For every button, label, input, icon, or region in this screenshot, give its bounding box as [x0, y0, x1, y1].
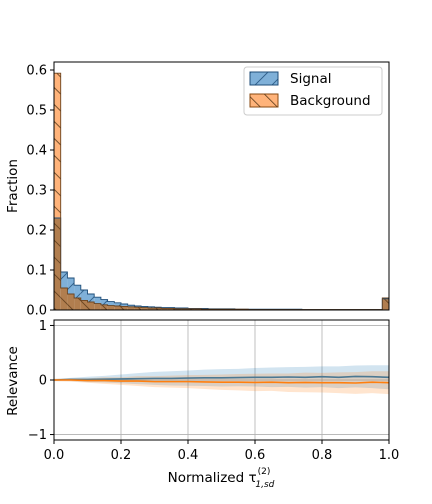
x-axis-label-main: Normalized τ	[168, 470, 257, 486]
signal-histogram-outline	[53, 217, 390, 311]
histogram-panel: 0.0 0.1 0.2 0.3 0.4 0.5 0.6 Fraction Signal Ba…	[5, 61, 390, 319]
relevance-panel: −1 0 1 0.0 0.2 0.4 0.6 0.8 1.0 Relevance Normal…	[5, 319, 399, 490]
bar-hatch	[141, 306, 148, 308]
bar-hatch	[147, 306, 155, 308]
y-tick-label: 0.1	[26, 264, 47, 279]
background-relevance-line	[54, 379, 390, 384]
legend-label-signal: Signal	[290, 71, 331, 87]
histogram-plot-area	[53, 72, 390, 311]
bar-overlap-hatch	[174, 308, 182, 310]
legend: Signal Background	[243, 66, 383, 116]
bar-hatch	[94, 297, 101, 304]
bar-overlap-hatch	[134, 307, 142, 310]
bar-overlap-hatch	[382, 298, 389, 310]
bar-hatch	[100, 299, 108, 305]
bar-overlap-hatch	[194, 308, 202, 310]
histogram-y-axis-label: Fraction	[5, 159, 21, 213]
legend-item-background: Background	[249, 93, 371, 109]
y-tick-label: 0.0	[26, 304, 47, 319]
y-tick-label: 0.3	[26, 184, 47, 199]
legend-swatch-signal-hatch	[250, 72, 278, 85]
bar-hatch	[80, 290, 88, 301]
bar-overlap-hatch	[147, 308, 155, 310]
x-tick-label: 0.4	[178, 448, 199, 463]
x-tick-label: 0.0	[44, 448, 65, 463]
legend-swatch-background-hatch	[250, 94, 278, 107]
bar-overlap-hatch	[80, 300, 88, 310]
bar-overlap-hatch	[114, 306, 121, 310]
y-tick-label: 0.5	[26, 104, 47, 119]
bar-hatch	[54, 73, 61, 218]
y-tick-label: −1	[28, 428, 47, 443]
x-axis-label-sup: (2)	[258, 467, 271, 477]
bar-hatch	[60, 272, 68, 288]
bar-overlap-hatch	[141, 307, 148, 310]
bar-overlap-hatch	[167, 308, 175, 310]
bar-overlap-hatch	[121, 306, 128, 310]
bar-overlap-hatch	[87, 302, 95, 310]
x-tick-label: 0.2	[111, 448, 132, 463]
bar-hatch	[114, 302, 121, 306]
bar-overlap-hatch	[74, 298, 81, 310]
bar-hatch	[107, 301, 115, 306]
relevance-plot-area	[53, 365, 390, 395]
signal-relevance-line	[53, 375, 390, 381]
bar-hatch	[87, 294, 95, 302]
bar-overlap-hatch	[154, 308, 162, 310]
x-axis-label-sub: 1,sd	[255, 480, 274, 490]
bar-overlap-hatch	[67, 294, 75, 310]
x-tick-label: 0.8	[312, 448, 333, 463]
bar-overlap-hatch	[161, 308, 168, 310]
bar-hatch	[67, 278, 75, 294]
relevance-y-axis-label: Relevance	[5, 346, 21, 416]
x-tick-label: 0.6	[245, 448, 266, 463]
y-tick-label: 0.6	[26, 64, 47, 79]
bar-overlap-hatch	[127, 306, 135, 310]
histogram-frame	[53, 61, 390, 311]
relevance-y-ticks: −1 0 1	[28, 319, 54, 443]
bar-overlap-hatch	[94, 303, 101, 310]
bar-hatch	[121, 304, 128, 307]
histogram-y-ticks: 0.0 0.1 0.2 0.3 0.4 0.5 0.6	[26, 64, 54, 319]
bar-hatch	[134, 306, 142, 308]
bar-hatch	[127, 305, 135, 307]
relevance-x-axis-label: Normalized τ(2) 1,sd	[168, 467, 275, 490]
y-tick-label: 0.4	[26, 144, 47, 159]
bar-overlap-hatch	[100, 304, 108, 310]
x-tick-label: 1.0	[379, 448, 400, 463]
y-tick-label: 1	[39, 319, 47, 334]
relevance-x-ticks: 0.0 0.2 0.4 0.6 0.8 1.0	[44, 440, 400, 463]
bar-overlap-hatch	[54, 218, 61, 310]
y-tick-label: 0	[39, 374, 47, 389]
bar-hatch	[74, 285, 81, 298]
y-tick-label: 0.2	[26, 224, 47, 239]
legend-label-background: Background	[290, 93, 371, 109]
bar-overlap-hatch	[188, 308, 195, 310]
bar-overlap-hatch	[60, 288, 68, 310]
legend-item-signal: Signal	[249, 71, 331, 87]
bar-overlap-hatch	[107, 305, 115, 310]
bar-overlap-hatch	[181, 308, 188, 310]
